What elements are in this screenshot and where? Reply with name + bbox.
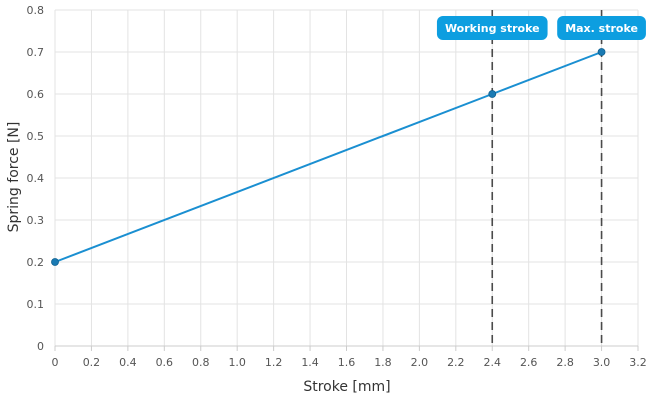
y-tick-label: 0.8	[27, 4, 45, 17]
marker-lines	[491, 10, 603, 346]
x-tick-label: 2.6	[520, 356, 538, 369]
y-tick-label: 0.2	[27, 256, 45, 269]
x-tick-label: 1.2	[265, 356, 283, 369]
marker-label-background	[557, 16, 646, 40]
x-tick-label: 3.0	[593, 356, 611, 369]
y-tick-label: 0.1	[27, 298, 45, 311]
marker-label-text: Max. stroke	[565, 22, 638, 35]
x-tick-label: 1.6	[338, 356, 356, 369]
x-tick-label: 0	[52, 356, 59, 369]
x-tick-label: 1.4	[301, 356, 319, 369]
x-tick-label: 0.2	[83, 356, 101, 369]
y-tick-label: 0.6	[27, 88, 45, 101]
grid	[54, 9, 639, 351]
data-point	[488, 90, 497, 98]
y-tick-label: 0.4	[27, 172, 45, 185]
data-point	[597, 48, 606, 56]
x-tick-label: 2.8	[556, 356, 574, 369]
series	[54, 51, 602, 263]
x-tick-label: 2.0	[411, 356, 429, 369]
y-tick-label: 0.3	[27, 214, 45, 227]
marker-label-background	[436, 16, 548, 40]
x-tick-label: 0.6	[156, 356, 174, 369]
data-points	[51, 48, 606, 266]
x-tick-label: 2.4	[484, 356, 502, 369]
series-line	[54, 51, 602, 263]
y-tick-label: 0.7	[27, 46, 45, 59]
marker-label: Working stroke	[436, 16, 548, 40]
x-axis-title: Stroke [mm]	[303, 379, 390, 395]
x-tick-label: 1.8	[374, 356, 392, 369]
marker-labels: Working stroke Max. stroke	[436, 16, 646, 40]
x-tick-label: 3.2	[629, 356, 647, 369]
x-tick-label: 1.0	[228, 356, 246, 369]
x-tick-label: 0.8	[192, 356, 210, 369]
x-tick-labels: 0 0.2 0.4 0.6 0.8 1.0 1.2 1.4 1.6 1.8 2.0 2.2 2.4 2.6…	[52, 356, 647, 369]
x-tick-label: 0.4	[119, 356, 137, 369]
marker-label: Max. stroke	[557, 16, 646, 40]
data-point	[51, 258, 59, 266]
x-tick-label: 2.2	[447, 356, 465, 369]
y-tick-labels: 0 0.1 0.2 0.3 0.4 0.5 0.6 0.7 0.8	[27, 4, 45, 353]
marker-label-text: Working stroke	[445, 22, 540, 35]
y-tick-label: 0.5	[27, 130, 45, 143]
y-tick-label: 0	[37, 340, 44, 353]
y-axis-title: Spring force [N]	[6, 122, 22, 233]
